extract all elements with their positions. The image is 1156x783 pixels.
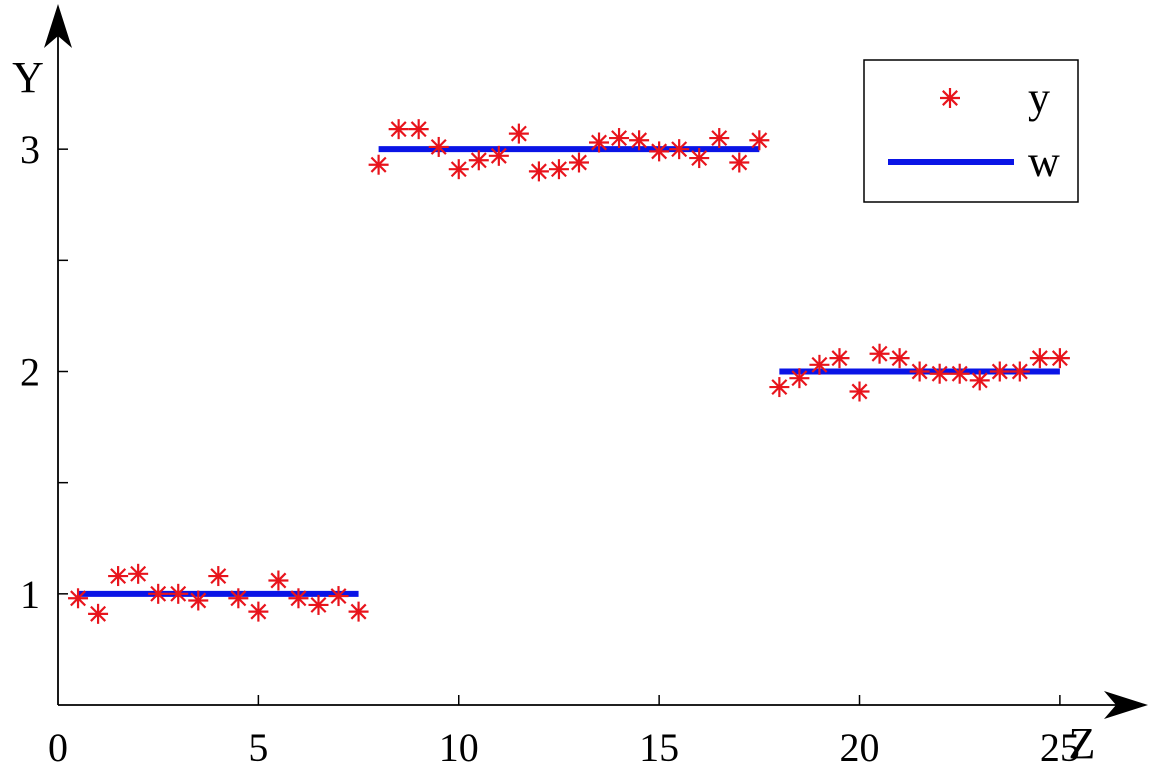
y-point <box>769 377 790 398</box>
x-tick-label: 25 <box>1040 725 1080 770</box>
y-point <box>609 128 630 149</box>
y-point <box>148 583 169 604</box>
y-point <box>168 583 189 604</box>
x-tick-label: 0 <box>48 725 68 770</box>
y-point <box>869 343 890 364</box>
y-point <box>88 603 109 624</box>
y-point <box>528 161 549 182</box>
y-point <box>228 588 249 609</box>
y-point <box>849 381 870 402</box>
y-point <box>68 588 89 609</box>
y-axis-label: Y <box>12 53 44 102</box>
x-tick-label: 5 <box>248 725 268 770</box>
y-point <box>729 152 750 173</box>
y-tick-label: 3 <box>20 127 40 172</box>
y-point <box>909 361 930 382</box>
y-point <box>629 130 650 151</box>
x-tick-label: 20 <box>840 725 880 770</box>
y-axis-arrow <box>44 4 72 48</box>
y-point <box>689 148 710 169</box>
y-point <box>669 139 690 160</box>
y-point <box>1029 348 1050 369</box>
y-point <box>308 594 329 615</box>
y-point <box>388 119 409 140</box>
y-point <box>889 348 910 369</box>
y-point <box>589 132 610 153</box>
y-point <box>248 601 269 622</box>
y-tick-label: 1 <box>20 572 40 617</box>
y-point <box>108 566 129 587</box>
y-point <box>408 119 429 140</box>
legend-label-w: w <box>1028 137 1060 186</box>
x-tick-label: 10 <box>439 725 479 770</box>
y-point <box>488 145 509 166</box>
y-point <box>649 141 670 162</box>
series-y <box>68 119 1070 624</box>
y-point <box>969 370 990 391</box>
y-point <box>1049 348 1070 369</box>
legend: y w <box>863 59 1079 203</box>
y-point <box>809 354 830 375</box>
y-point <box>709 128 730 149</box>
x-axis-label: Z <box>1069 719 1096 768</box>
axes <box>44 4 1148 719</box>
y-point <box>568 152 589 173</box>
y-point <box>128 563 149 584</box>
y-point <box>548 159 569 180</box>
y-point <box>929 363 950 384</box>
y-point <box>949 363 970 384</box>
y-point <box>208 566 229 587</box>
y-point <box>328 586 349 607</box>
y-point <box>428 136 449 157</box>
ticks: 0 5 10 15 20 25 1 2 3 <box>20 127 1080 770</box>
y-point <box>448 159 469 180</box>
y-point <box>989 361 1010 382</box>
y-point <box>188 590 209 611</box>
x-axis-arrow <box>1104 691 1148 719</box>
legend-star <box>940 88 960 108</box>
y-point <box>508 123 529 144</box>
legend-box <box>863 59 1079 203</box>
y-point <box>789 368 810 389</box>
y-point <box>348 601 369 622</box>
legend-marker-y <box>940 88 960 108</box>
y-tick-label: 2 <box>20 350 40 395</box>
y-point <box>829 348 850 369</box>
y-point <box>288 588 309 609</box>
x-tick-label: 15 <box>639 725 679 770</box>
y-point <box>749 130 770 151</box>
y-point <box>468 150 489 171</box>
y-point <box>1009 361 1030 382</box>
y-point <box>368 154 389 175</box>
legend-label-y: y <box>1028 73 1050 122</box>
y-point <box>268 570 289 591</box>
